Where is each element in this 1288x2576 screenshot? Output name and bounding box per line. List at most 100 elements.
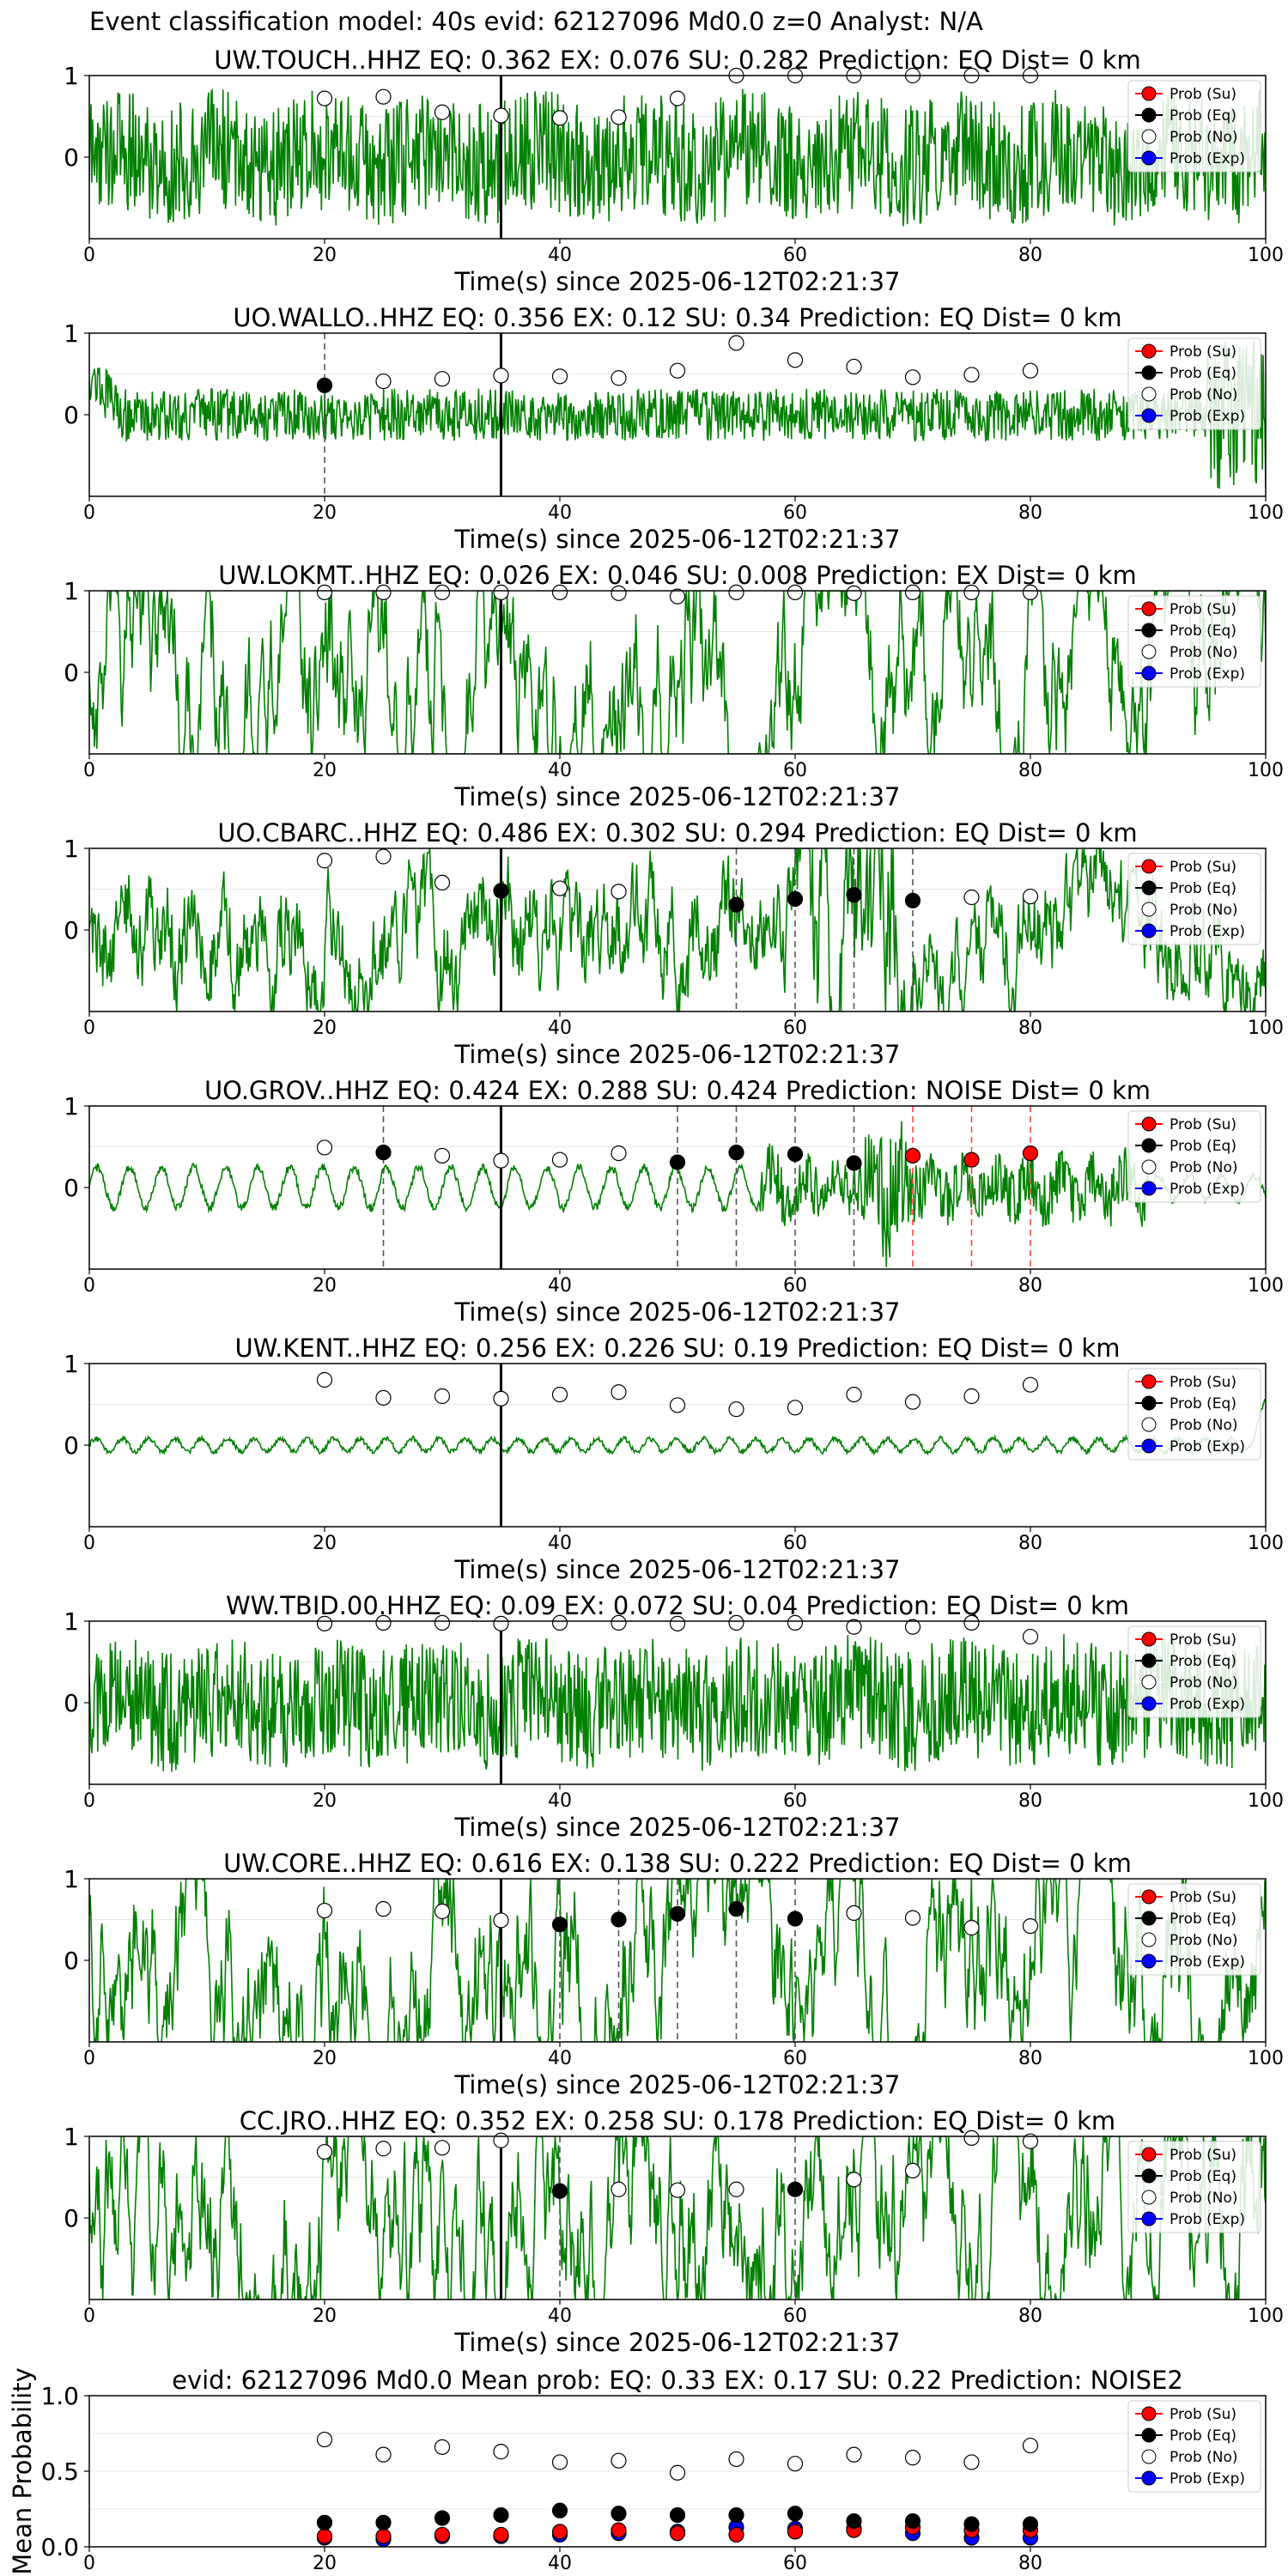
x-tick-label: 80 xyxy=(1018,502,1042,524)
legend-label: Prob (No) xyxy=(1170,386,1238,404)
panel-title: UO.WALLO..HHZ EQ: 0.356 EX: 0.12 SU: 0.3… xyxy=(233,303,1121,332)
y-tick-label: 1 xyxy=(64,2123,79,2151)
prob-no-marker-2 xyxy=(434,2439,451,2455)
prob-no-marker-4 xyxy=(611,1145,627,1162)
y-tick-label: 1 xyxy=(64,1865,79,1893)
x-tick-label: 0 xyxy=(83,2553,95,2574)
seismogram-trace xyxy=(89,340,1266,489)
x-tick-label: 20 xyxy=(313,2553,337,2574)
legend-marker xyxy=(1141,1116,1157,1132)
legend-label: Prob (No) xyxy=(1170,644,1238,661)
legend-marker xyxy=(1141,1395,1157,1411)
prob-no-marker-12 xyxy=(1022,2437,1039,2454)
legend: Prob (Su) Prob (Eq) Prob (No) Prob (Exp) xyxy=(1127,2400,1261,2493)
x-tick-label: 80 xyxy=(1018,1018,1042,1039)
prob-no-marker-1 xyxy=(375,1614,392,1631)
x-tick-label: 100 xyxy=(1248,1533,1284,1554)
station-panel-4: UO.GROV..HHZ EQ: 0.424 EX: 0.288 SU: 0.4… xyxy=(64,1076,1284,1327)
y-tick-label: 0 xyxy=(64,1174,79,1202)
prob-no-marker-0 xyxy=(316,2143,333,2160)
legend-label: Prob (Su) xyxy=(1170,601,1236,618)
prob-no-marker-9 xyxy=(846,1386,862,1403)
x-axis-label: Time(s) since 2025-06-12T02:21:37 xyxy=(454,1555,901,1584)
legend-marker xyxy=(1141,1653,1157,1668)
station-panel-1: UO.WALLO..HHZ EQ: 0.356 EX: 0.12 SU: 0.3… xyxy=(64,303,1284,554)
legend-label: Prob (Eq) xyxy=(1170,2427,1236,2445)
prob-no-marker-3 xyxy=(551,368,568,385)
legend-marker xyxy=(1141,365,1157,380)
prob-eq-marker-5 xyxy=(611,2506,627,2522)
legend-label: Prob (Eq) xyxy=(1170,1911,1236,1928)
prob-no-marker-9 xyxy=(846,1619,862,1635)
prob-eq-marker-0 xyxy=(551,1917,568,1933)
y-tick-label: 1 xyxy=(64,835,79,863)
prob-no-marker-10 xyxy=(904,2450,921,2466)
legend-label: Prob (Su) xyxy=(1170,1889,1236,1906)
prob-eq-marker-4 xyxy=(846,1155,862,1171)
prob-no-marker-5 xyxy=(669,362,686,379)
prob-no-marker-5 xyxy=(904,1910,921,1926)
prob-no-marker-6 xyxy=(669,2464,686,2481)
legend: Prob (Su) Prob (Eq) Prob (No) Prob (Exp) xyxy=(1127,1110,1261,1203)
legend-marker xyxy=(1141,86,1157,101)
legend-label: Prob (Su) xyxy=(1170,1116,1236,1133)
prob-no-marker-12 xyxy=(1022,1628,1039,1645)
prob-no-marker-5 xyxy=(611,1614,627,1631)
prob-no-marker-3 xyxy=(493,1615,509,1631)
prob-no-marker-6 xyxy=(669,90,686,106)
legend-label: Prob (Exp) xyxy=(1170,665,1245,683)
station-panel-7: UW.CORE..HHZ EQ: 0.616 EX: 0.138 SU: 0.2… xyxy=(64,1849,1284,2099)
seismogram-trace xyxy=(89,1634,1266,1772)
prob-no-marker-3 xyxy=(493,107,509,124)
prob-no-marker-0 xyxy=(316,2431,333,2448)
x-tick-label: 20 xyxy=(313,1275,337,1297)
x-tick-label: 40 xyxy=(548,2048,572,2069)
panel-title: CC.JRO..HHZ EQ: 0.352 EX: 0.258 SU: 0.17… xyxy=(240,2106,1115,2136)
x-tick-label: 80 xyxy=(1018,2048,1042,2069)
prob-no-marker-2 xyxy=(493,1152,509,1169)
legend-label: Prob (Exp) xyxy=(1170,1181,1245,1198)
prob-no-marker-2 xyxy=(434,584,451,601)
prob-no-marker-1 xyxy=(375,2446,392,2463)
legend-marker xyxy=(1141,408,1157,423)
prob-no-marker-7 xyxy=(846,2172,862,2188)
legend-marker xyxy=(1141,1417,1157,1432)
prob-su-marker-6 xyxy=(669,2525,686,2542)
legend-marker xyxy=(1141,1138,1157,1153)
prob-no-marker-2 xyxy=(434,874,451,891)
legend-marker xyxy=(1141,1631,1157,1647)
legend-frame xyxy=(1127,337,1261,430)
y-tick-label: 0 xyxy=(64,916,79,945)
legend-label: Prob (Eq) xyxy=(1170,365,1236,382)
prob-no-marker-1 xyxy=(375,848,392,865)
x-tick-label: 20 xyxy=(313,245,337,266)
prob-eq-marker-2 xyxy=(669,1905,686,1922)
prob-eq-marker-12 xyxy=(1022,2516,1039,2532)
station-panel-8: CC.JRO..HHZ EQ: 0.352 EX: 0.258 SU: 0.17… xyxy=(64,2106,1284,2357)
prob-no-marker-1 xyxy=(375,2141,392,2157)
legend-marker xyxy=(1141,1889,1157,1905)
prob-no-marker-5 xyxy=(611,1384,627,1400)
prob-no-marker-7 xyxy=(787,352,804,368)
x-tick-label: 60 xyxy=(783,2306,807,2327)
prob-no-marker-4 xyxy=(551,1386,568,1403)
x-tick-label: 40 xyxy=(548,1533,572,1554)
prob-no-marker-5 xyxy=(611,2452,627,2469)
prob-eq-marker-4 xyxy=(904,892,921,908)
prob-no-marker-6 xyxy=(1022,888,1039,905)
prob-no-marker-7 xyxy=(728,1401,744,1418)
x-tick-label: 0 xyxy=(83,1790,95,1812)
prob-no-marker-8 xyxy=(787,1614,804,1631)
legend-marker xyxy=(1141,150,1157,166)
prob-no-marker-4 xyxy=(611,884,627,900)
prob-no-marker-9 xyxy=(904,369,921,386)
legend-marker xyxy=(1141,1696,1157,1711)
x-tick-label: 60 xyxy=(783,2048,807,2069)
legend-frame xyxy=(1127,1883,1261,1976)
x-tick-label: 60 xyxy=(783,502,807,524)
prob-no-marker-4 xyxy=(551,584,568,601)
legend-label: Prob (No) xyxy=(1170,2449,1238,2466)
y-tick-label: 1.0 xyxy=(40,2382,79,2410)
prob-no-marker-1 xyxy=(375,584,392,601)
legend-label: Prob (Eq) xyxy=(1170,2168,1236,2185)
